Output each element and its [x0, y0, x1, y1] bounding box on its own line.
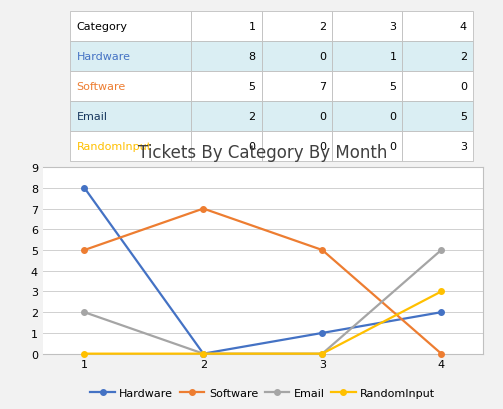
- Text: 0: 0: [248, 142, 256, 152]
- Text: Email: Email: [76, 112, 108, 122]
- Bar: [332, 72, 402, 102]
- Email: [81, 310, 88, 315]
- Bar: [191, 102, 262, 132]
- Text: 0: 0: [319, 112, 326, 122]
- Text: 8: 8: [248, 52, 256, 62]
- Software: [200, 207, 206, 211]
- Hardware: [200, 351, 206, 356]
- Bar: [70, 42, 191, 72]
- Bar: [402, 42, 473, 72]
- Bar: [191, 42, 262, 72]
- Text: Category: Category: [76, 22, 127, 32]
- Bar: [402, 12, 473, 42]
- Text: 5: 5: [389, 82, 396, 92]
- Text: 3: 3: [389, 22, 396, 32]
- Text: 2: 2: [319, 22, 326, 32]
- Text: Software: Software: [76, 82, 126, 92]
- Text: 2: 2: [460, 52, 467, 62]
- Bar: [332, 12, 402, 42]
- Bar: [402, 132, 473, 162]
- Hardware: [319, 330, 325, 335]
- RandomInput: [319, 351, 325, 356]
- Text: 5: 5: [248, 82, 256, 92]
- Text: 0: 0: [319, 52, 326, 62]
- Line: RandomInput: RandomInput: [81, 289, 444, 357]
- Bar: [262, 42, 332, 72]
- RandomInput: [438, 289, 444, 294]
- Title: Tickets By Category By Month: Tickets By Category By Month: [138, 144, 387, 162]
- Bar: [191, 72, 262, 102]
- RandomInput: [81, 351, 88, 356]
- Bar: [262, 102, 332, 132]
- Software: [319, 248, 325, 253]
- Hardware: [438, 310, 444, 315]
- Line: Hardware: Hardware: [81, 186, 444, 357]
- Email: [438, 248, 444, 253]
- Email: [200, 351, 206, 356]
- Bar: [332, 102, 402, 132]
- Text: 7: 7: [319, 82, 326, 92]
- Text: 1: 1: [389, 52, 396, 62]
- Bar: [402, 72, 473, 102]
- Email: [319, 351, 325, 356]
- Line: Email: Email: [81, 247, 444, 357]
- Text: 0: 0: [389, 142, 396, 152]
- Bar: [262, 12, 332, 42]
- Bar: [70, 132, 191, 162]
- Text: 5: 5: [460, 112, 467, 122]
- Text: Hardware: Hardware: [76, 52, 130, 62]
- Legend: Hardware, Software, Email, RandomInput: Hardware, Software, Email, RandomInput: [86, 384, 440, 402]
- Software: [438, 351, 444, 356]
- Line: Software: Software: [81, 206, 444, 357]
- Bar: [70, 102, 191, 132]
- Bar: [191, 132, 262, 162]
- Bar: [332, 42, 402, 72]
- Bar: [402, 102, 473, 132]
- Text: 0: 0: [389, 112, 396, 122]
- Text: 0: 0: [319, 142, 326, 152]
- Text: 0: 0: [460, 82, 467, 92]
- Text: RandomInput: RandomInput: [76, 142, 151, 152]
- Bar: [191, 12, 262, 42]
- Hardware: [81, 186, 88, 191]
- Text: 2: 2: [248, 112, 256, 122]
- Bar: [70, 12, 191, 42]
- Bar: [262, 132, 332, 162]
- Bar: [70, 72, 191, 102]
- Text: 4: 4: [460, 22, 467, 32]
- Software: [81, 248, 88, 253]
- Text: 1: 1: [248, 22, 256, 32]
- Text: 3: 3: [460, 142, 467, 152]
- RandomInput: [200, 351, 206, 356]
- Bar: [332, 132, 402, 162]
- Bar: [262, 72, 332, 102]
